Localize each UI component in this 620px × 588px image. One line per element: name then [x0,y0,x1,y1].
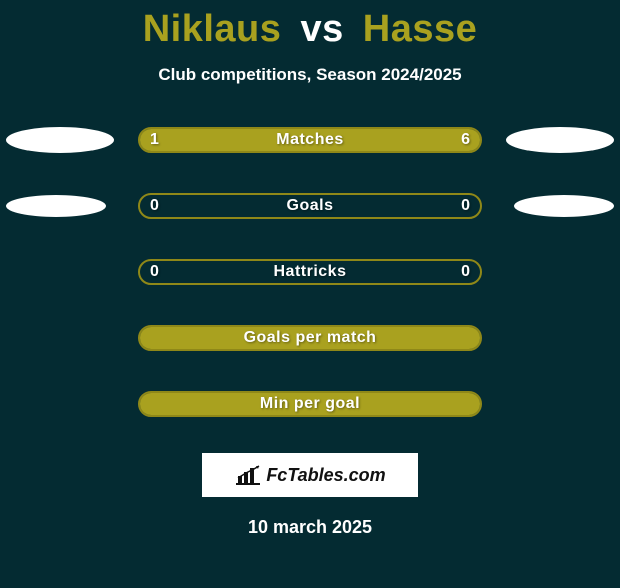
stat-row: 0 0Hattricks [0,249,620,295]
date-label: 10 march 2025 [0,517,620,538]
pill-fill-left [140,327,480,349]
stat-row: Min per goal [0,381,620,427]
player1-name: Niklaus [143,8,282,50]
pill-fill-left [140,129,189,151]
stat-value-left: 0 [150,197,159,215]
stat-row: 0 0Goals [0,183,620,229]
pill-fill-left [140,393,480,415]
player1-marker [6,127,114,153]
stat-row: 16Matches [0,117,620,163]
comparison-title: Niklaus vs Hasse [0,8,620,51]
fctables-logo[interactable]: FcTables.com [202,453,418,497]
player2-marker [514,195,614,217]
stat-pill: Min per goal [138,391,482,417]
stat-value-right: 0 [461,197,470,215]
stat-value-right: 0 [461,263,470,281]
stat-value-left: 0 [150,263,159,281]
logo-text: FcTables.com [266,465,385,486]
stat-label: Goals [140,197,480,215]
stat-pill: Goals per match [138,325,482,351]
stat-pill: 0 0Goals [138,193,482,219]
stats-rows-container: 16Matches00Goals00HattricksGoals per mat… [0,117,620,427]
bar-chart-icon [234,464,262,486]
stat-row: Goals per match [0,315,620,361]
vs-label: vs [300,8,343,50]
player2-marker [506,127,614,153]
stat-label: Hattricks [140,263,480,281]
stat-pill: 0 0Hattricks [138,259,482,285]
stat-pill: 16Matches [138,127,482,153]
subtitle: Club competitions, Season 2024/2025 [0,65,620,85]
pill-fill-right [189,129,480,151]
player2-name: Hasse [363,8,477,50]
player1-marker [6,195,106,217]
